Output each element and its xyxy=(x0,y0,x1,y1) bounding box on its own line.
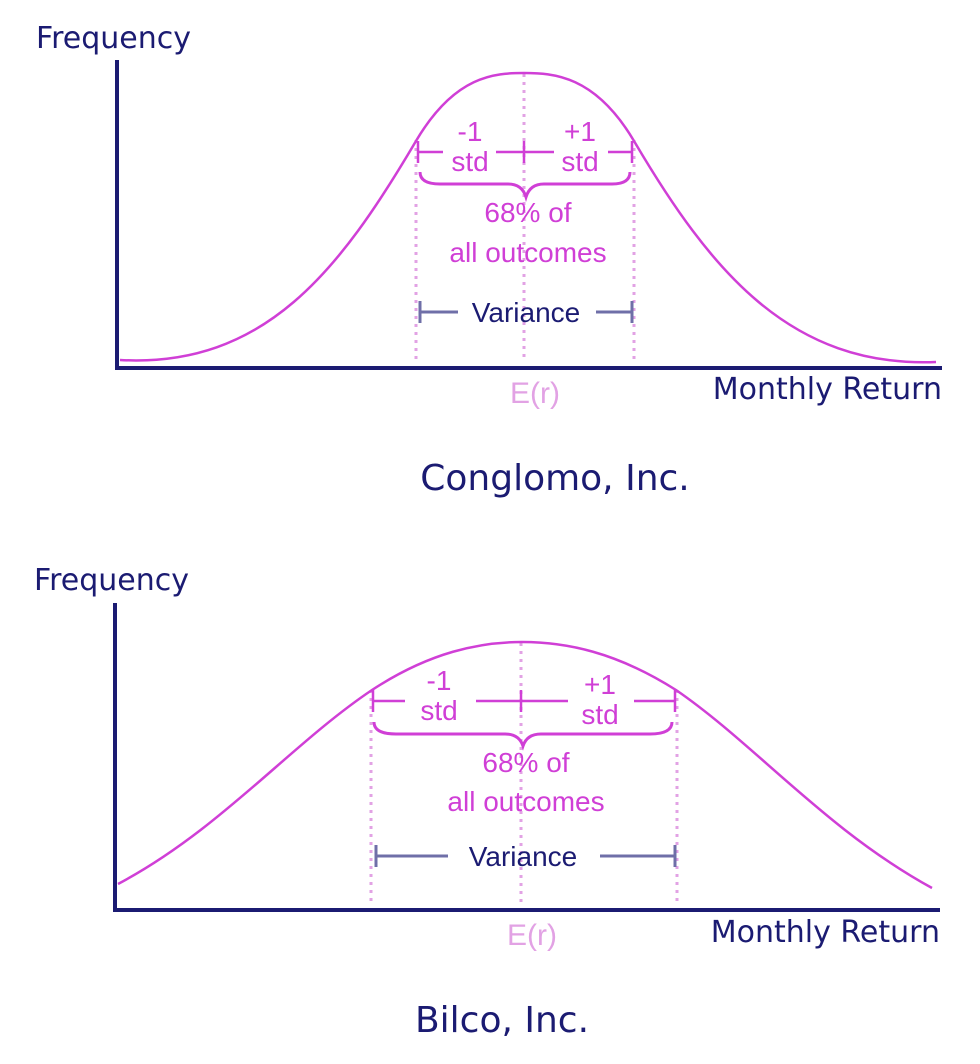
pct-line1-label: 68% of xyxy=(482,747,569,778)
company-title: Conglomo, Inc. xyxy=(420,458,690,499)
variance-bar xyxy=(374,845,677,867)
distribution-curve xyxy=(119,71,937,364)
pct-line2-label: all outcomes xyxy=(449,237,606,268)
minus-std-top-label: -1 xyxy=(427,665,452,696)
panel-bilco: Frequency -1 std +1 std 68% of all outco… xyxy=(34,563,940,1041)
pct-line1-label: 68% of xyxy=(484,197,571,228)
variance-label: Variance xyxy=(472,297,580,328)
plus-std-top-label: +1 xyxy=(564,116,596,147)
x-axis-label: Monthly Return xyxy=(713,372,942,407)
x-axis-label: Monthly Return xyxy=(711,915,940,950)
distribution-curve xyxy=(117,640,933,890)
y-axis-label: Frequency xyxy=(34,563,189,598)
variance-bar xyxy=(418,301,634,323)
panel-conglomo: Frequency -1 std +1 std 68% of all outco… xyxy=(36,21,942,499)
plus-std-bottom-label: std xyxy=(581,699,618,730)
variance-label: Variance xyxy=(469,841,577,872)
minus-std-bottom-label: std xyxy=(451,146,488,177)
y-axis-label: Frequency xyxy=(36,21,191,56)
minus-std-bottom-label: std xyxy=(420,695,457,726)
plus-std-bottom-label: std xyxy=(561,146,598,177)
mean-label: E(r) xyxy=(510,377,560,410)
plus-std-top-label: +1 xyxy=(584,669,616,700)
minus-std-top-label: -1 xyxy=(458,116,483,147)
pct-line2-label: all outcomes xyxy=(447,786,604,817)
std-span-marker xyxy=(416,141,634,163)
mean-label: E(r) xyxy=(507,919,557,952)
company-title: Bilco, Inc. xyxy=(415,1000,589,1041)
brace xyxy=(418,171,632,203)
std-span-marker xyxy=(371,690,677,712)
brace xyxy=(372,721,674,751)
